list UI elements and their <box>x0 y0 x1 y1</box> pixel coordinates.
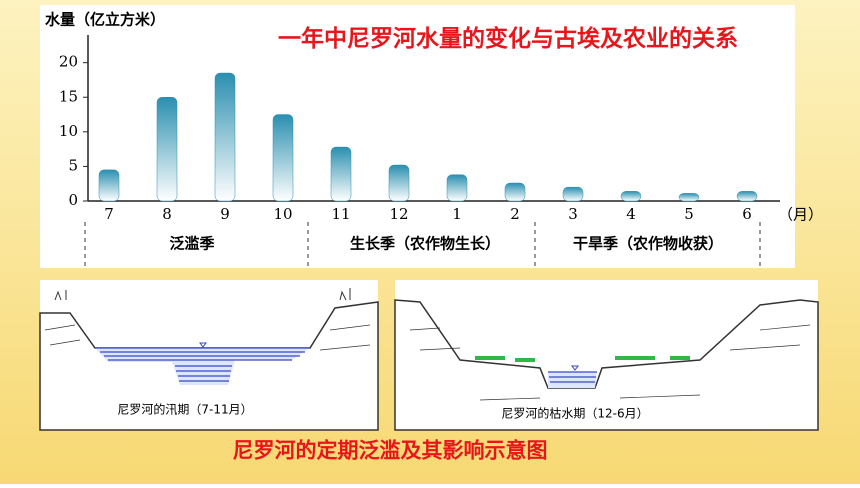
x-tick-label: 1 <box>452 205 462 223</box>
x-tick-label: 10 <box>273 205 292 223</box>
x-tick-label: 9 <box>220 205 230 223</box>
bar <box>388 164 410 202</box>
season-label: 生长季（农作物生长） <box>350 235 500 253</box>
bar <box>678 193 700 202</box>
x-tick-label: 7 <box>104 205 114 223</box>
x-tick-label: 8 <box>162 205 172 223</box>
season-label: 泛滥季 <box>169 235 214 253</box>
x-tick-label: 12 <box>389 205 408 223</box>
bar <box>562 186 584 202</box>
x-axis-unit: （月） <box>778 206 823 224</box>
x-tick-label: 2 <box>510 205 520 223</box>
y-tick-label: 5 <box>68 156 78 174</box>
y-tick-label: 0 <box>68 191 78 209</box>
bar <box>620 191 642 202</box>
y-tick-label: 10 <box>59 122 78 140</box>
dry-diagram: 尼罗河的枯水期（12-6月） <box>394 280 819 431</box>
bar <box>98 169 120 202</box>
bar <box>330 146 352 202</box>
seasons: 泛滥季 生长季（农作物生长） 干旱季（农作物收获） <box>169 235 723 253</box>
chart-title: 一年中尼罗河水量的变化与古埃及农业的关系 <box>278 25 738 52</box>
y-tick-label: 20 <box>59 53 78 71</box>
x-tick-label: 6 <box>742 205 752 223</box>
season-label: 干旱季（农作物收获） <box>573 235 723 253</box>
x-tick-label: 4 <box>626 205 636 223</box>
flood-diagram: 尼罗河的汛期（7-11月） <box>39 280 379 431</box>
bar <box>272 114 294 202</box>
bar <box>504 182 526 202</box>
diagram-caption: 尼罗河的枯水期（12-6月） <box>501 406 648 421</box>
x-tick-label: 11 <box>331 205 350 223</box>
y-tick-label: 15 <box>59 87 78 105</box>
diagram-caption: 尼罗河的汛期（7-11月） <box>117 402 252 417</box>
x-tick-label: 5 <box>684 205 694 223</box>
y-axis-label: 水量（亿立方米） <box>45 11 165 29</box>
bar <box>736 191 758 202</box>
bar <box>156 97 178 202</box>
bar <box>446 174 468 202</box>
footer-title: 尼罗河的定期泛滥及其影响示意图 <box>233 438 548 463</box>
bar <box>214 72 236 202</box>
x-tick-label: 3 <box>568 205 578 223</box>
